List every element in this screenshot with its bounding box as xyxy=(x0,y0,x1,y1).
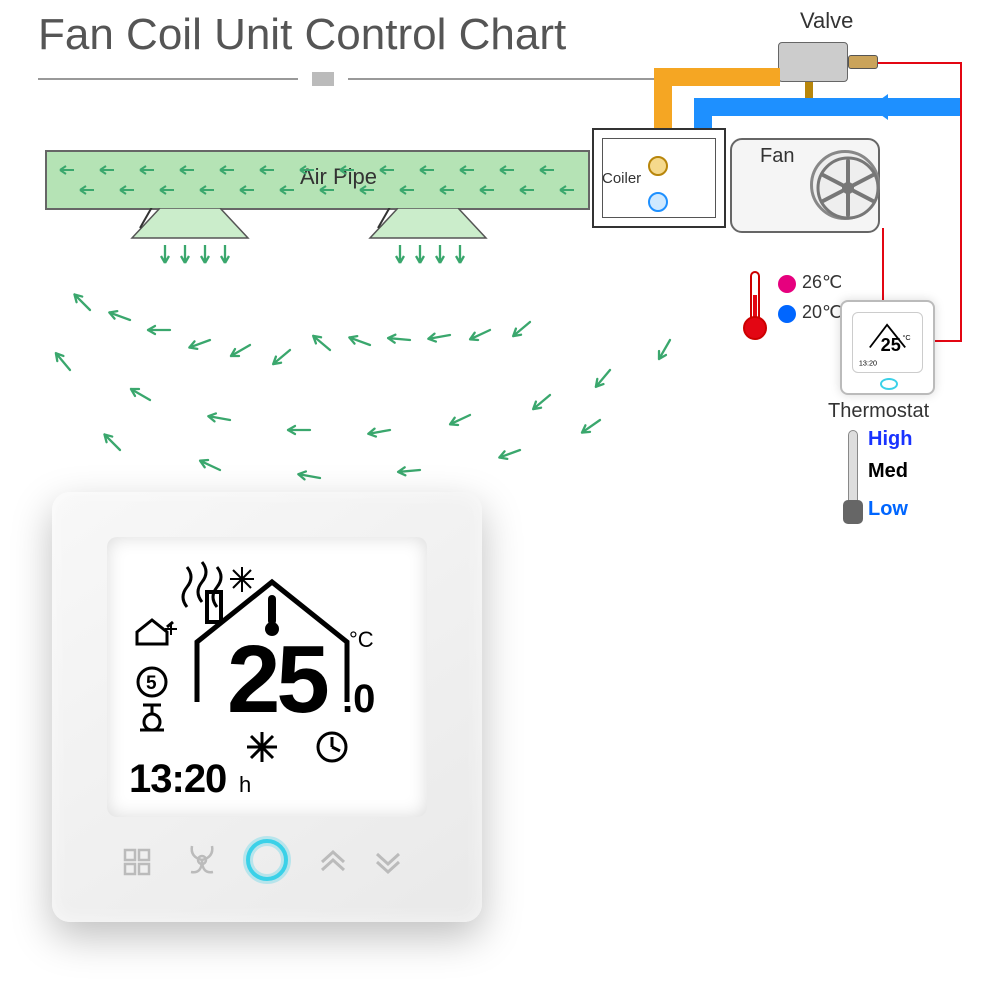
temp-cold-label: 20℃ xyxy=(802,302,842,323)
fan-speed-high: High xyxy=(868,428,912,451)
temp-hot-label: 26℃ xyxy=(802,272,842,293)
wire-valve-top xyxy=(878,62,962,64)
page-title: Fan Coil Unit Control Chart xyxy=(38,10,566,60)
wire-to-thermo xyxy=(932,340,962,342)
valve-label: Valve xyxy=(800,8,853,34)
big-thermostat: 25 .0 °C 5 xyxy=(52,492,482,922)
thermometer-icon xyxy=(740,270,770,345)
fan-speed-low: Low xyxy=(868,498,908,521)
thermostat-label: Thermostat xyxy=(828,400,929,423)
title-rule-right xyxy=(348,78,658,80)
svg-text:25: 25 xyxy=(881,335,901,355)
wire-fan-out xyxy=(882,228,884,303)
coiler-port-hot xyxy=(648,156,668,176)
coiler-label: Coiler xyxy=(602,170,641,187)
cold-dot xyxy=(778,305,796,323)
fan-wheel-icon xyxy=(810,150,880,220)
coiler-port-cold xyxy=(648,192,668,212)
fan-speed-med: Med xyxy=(868,460,908,483)
svg-text:°C: °C xyxy=(902,333,910,342)
diffuser-1 xyxy=(120,208,260,258)
pipe-interior-arrows xyxy=(45,150,590,210)
cold-pipe-horizontal xyxy=(710,98,960,116)
big-thermostat-buttons xyxy=(107,832,427,887)
big-thermostat-screen: 25 .0 °C 5 xyxy=(107,537,427,817)
valve-stem xyxy=(848,55,878,69)
hot-dot xyxy=(778,275,796,293)
small-thermostat: 25 °C 13:20 xyxy=(840,300,935,395)
svg-text:13:20: 13:20 xyxy=(859,359,877,368)
hot-pipe-horizontal xyxy=(672,68,780,86)
title-text: Fan Coil Unit Control Chart xyxy=(38,10,566,59)
fan-speed-knob xyxy=(843,500,863,524)
big-time: 13:20 xyxy=(129,757,226,801)
title-rule-left xyxy=(38,78,298,80)
big-temp-main: 25 xyxy=(227,626,327,733)
wire-valve-down xyxy=(960,62,962,342)
valve-icon xyxy=(778,42,848,82)
title-rule-box xyxy=(312,72,334,86)
big-temp-unit: °C xyxy=(349,627,374,652)
fan-label: Fan xyxy=(760,145,794,168)
svg-text:5: 5 xyxy=(146,673,157,694)
cold-pipe-arrow-left xyxy=(870,94,888,120)
big-temp-decimal: .0 xyxy=(342,677,375,721)
big-time-suffix: h xyxy=(239,772,251,797)
diffuser-2 xyxy=(358,208,498,258)
